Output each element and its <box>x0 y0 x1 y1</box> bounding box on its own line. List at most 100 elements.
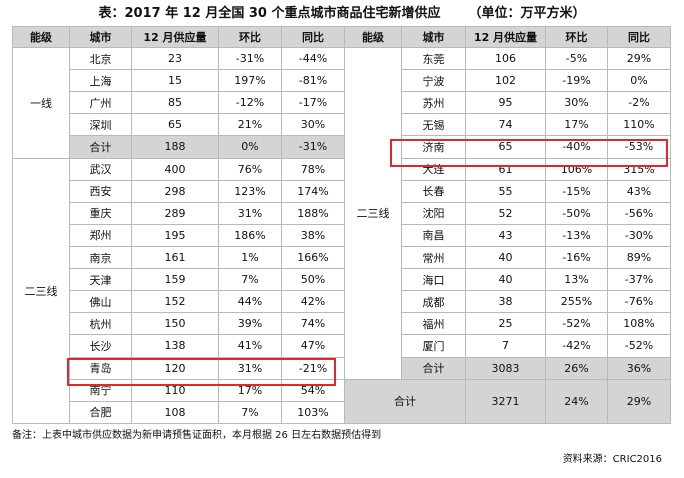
yoy-cell: -44% <box>281 46 345 71</box>
supply-cell: 25 <box>465 312 546 336</box>
supply-cell: 159 <box>131 268 219 292</box>
tier23-total-mom: 26% <box>545 356 608 380</box>
city-cell: 武汉 <box>69 157 132 181</box>
city-cell-qingdao: 青岛 <box>69 356 132 380</box>
table-row: 广州 85 -12% -17% 苏州 95 30% -2% <box>13 91 671 115</box>
yoy-cell: -53% <box>607 135 671 159</box>
mom-cell: -42% <box>545 334 608 358</box>
table-row: 合肥 108 7% 103% <box>13 400 671 425</box>
mom-cell: -12% <box>218 91 282 115</box>
yoy-cell: 29% <box>607 46 671 71</box>
mom-cell: 39% <box>218 312 282 336</box>
supply-cell: 400 <box>131 157 219 181</box>
city-cell: 杭州 <box>69 312 132 336</box>
header-city-left: 城市 <box>69 26 132 48</box>
table-row: 合计 188 0% -31% 济南 65 -40% -53% <box>13 135 671 159</box>
mom-cell: -31% <box>218 46 282 71</box>
table-row: 重庆 289 31% 188% 沈阳 52 -50% -56% <box>13 201 671 225</box>
mom-cell: 1% <box>218 245 282 270</box>
mom-cell: -16% <box>545 245 608 270</box>
tier23-total-yoy: 36% <box>607 356 671 380</box>
supply-cell: 74 <box>465 113 546 137</box>
city-cell: 上海 <box>69 69 132 93</box>
yoy-cell: 43% <box>607 179 671 203</box>
header-supply-right: 12 月供应量 <box>465 26 546 48</box>
city-cell: 苏州 <box>401 91 466 115</box>
yoy-cell: 30% <box>281 113 345 137</box>
supply-cell: 40 <box>465 245 546 270</box>
city-cell: 大连 <box>401 157 466 181</box>
table-row: 南京 161 1% 166% 常州 40 -16% 89% <box>13 245 671 270</box>
city-cell: 长沙 <box>69 334 132 358</box>
city-cell: 无锡 <box>401 113 466 137</box>
supply-cell: 106 <box>465 46 546 71</box>
city-cell: 厦门 <box>401 334 466 358</box>
city-cell: 长春 <box>401 179 466 203</box>
supply-cell: 38 <box>465 290 546 314</box>
yoy-cell: 42% <box>281 290 345 314</box>
tier1-total-mom: 0% <box>218 135 282 159</box>
header-tier-right: 能级 <box>344 26 402 48</box>
mom-cell: -52% <box>545 312 608 336</box>
yoy-cell: 74% <box>281 312 345 336</box>
table-row: 南宁 110 17% 54% 合计 3271 24% 29% <box>13 378 671 425</box>
tier23-total-label: 合计 <box>401 356 466 380</box>
city-cell: 郑州 <box>69 223 132 247</box>
yoy-cell: 89% <box>607 245 671 270</box>
supply-cell: 289 <box>131 201 219 225</box>
supply-cell: 195 <box>131 223 219 247</box>
table-row: 一线 北京 23 -31% -44% 二三线 东莞 106 -5% 29% <box>12 46 671 380</box>
supply-table: 能级 城市 12 月供应量 环比 同比 能级 城市 12 月供应量 环比 同比 … <box>12 26 671 425</box>
yoy-cell: -81% <box>281 69 345 93</box>
city-cell: 广州 <box>69 91 132 115</box>
mom-cell: 17% <box>218 378 282 402</box>
tier1-label: 一线 <box>12 47 70 159</box>
supply-cell: 23 <box>131 46 219 71</box>
mom-cell: 31% <box>218 201 282 225</box>
mom-cell: 7% <box>218 268 282 292</box>
yoy-cell: 78% <box>281 157 345 181</box>
header-mom-right: 环比 <box>545 26 608 48</box>
supply-cell: 40 <box>465 268 546 292</box>
yoy-cell: -2% <box>607 91 671 115</box>
mom-cell: 197% <box>218 69 282 93</box>
city-cell: 北京 <box>69 46 132 71</box>
supply-cell: 95 <box>465 91 546 115</box>
source-note: 资料来源：CRIC2016 <box>562 454 662 465</box>
yoy-cell: 110% <box>607 113 671 137</box>
tier1-total-label: 合计 <box>69 135 132 159</box>
yoy-cell: -17% <box>281 91 345 115</box>
yoy-cell: 0% <box>607 69 671 93</box>
supply-cell: 52 <box>465 201 546 225</box>
supply-cell: 108 <box>131 400 219 425</box>
table-row: 郑州 195 186% 38% 南昌 43 -13% -30% <box>13 223 671 247</box>
table-row: 青岛 120 31% -21% 合计 3083 26% 36% <box>13 356 671 380</box>
supply-cell: 65 <box>465 135 546 159</box>
header-yoy-right: 同比 <box>607 26 671 48</box>
city-cell: 福州 <box>401 312 466 336</box>
yoy-cell: -56% <box>607 201 671 225</box>
supply-cell: 298 <box>131 179 219 203</box>
mom-cell: -15% <box>545 179 608 203</box>
tier23-label-right: 二三线 <box>344 47 402 380</box>
unit-text: （单位：万平方米） <box>468 6 586 21</box>
yoy-cell: 315% <box>607 157 671 181</box>
grand-total-supply: 3271 <box>465 378 546 425</box>
header-tier-left: 能级 <box>12 26 70 48</box>
city-cell: 南宁 <box>69 378 132 402</box>
yoy-cell: 54% <box>281 378 345 402</box>
city-cell: 沈阳 <box>401 201 466 225</box>
city-cell: 南京 <box>69 245 132 270</box>
mom-cell: 17% <box>545 113 608 137</box>
city-cell: 南昌 <box>401 223 466 247</box>
mom-cell: 7% <box>218 400 282 425</box>
yoy-cell: -30% <box>607 223 671 247</box>
mom-cell: -5% <box>545 46 608 71</box>
mom-cell: 41% <box>218 334 282 358</box>
table-row: 杭州 150 39% 74% 福州 25 -52% 108% <box>13 312 671 336</box>
table-row: 长沙 138 41% 47% 厦门 7 -42% -52% <box>13 334 671 358</box>
yoy-cell: 188% <box>281 201 345 225</box>
supply-cell: 55 <box>465 179 546 203</box>
header-supply-left: 12 月供应量 <box>131 26 219 48</box>
mom-cell: 76% <box>218 157 282 181</box>
